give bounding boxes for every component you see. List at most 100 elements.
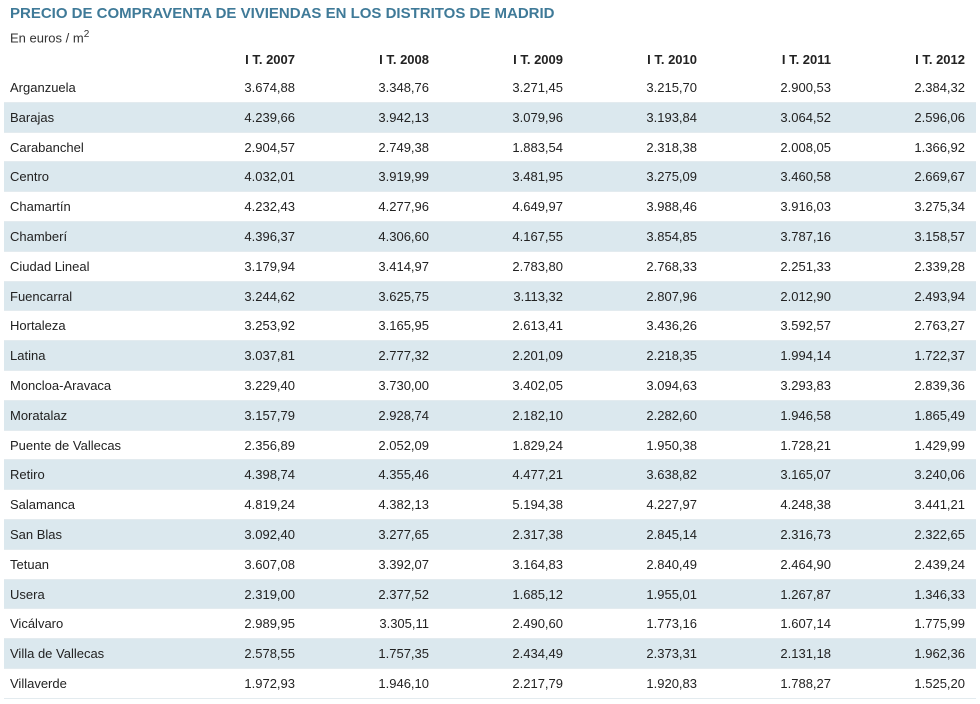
price-cell: 2.840,49 xyxy=(646,556,697,572)
price-cell: 3.481,95 xyxy=(512,169,563,185)
column-header: I T. 2007 xyxy=(245,52,295,67)
table-row xyxy=(4,579,976,610)
price-cell: 1.728,21 xyxy=(780,437,831,453)
price-cell: 4.239,66 xyxy=(244,109,295,125)
price-cell: 1.788,27 xyxy=(780,676,831,691)
price-cell: 2.807,96 xyxy=(646,288,697,304)
price-cell: 2.317,38 xyxy=(512,527,563,542)
price-cell: 3.271,45 xyxy=(512,80,563,95)
price-cell: 3.305,11 xyxy=(379,616,429,632)
price-cell: 1.962,36 xyxy=(914,646,965,662)
price-cell: 4.032,01 xyxy=(244,169,295,185)
price-cell: 2.319,00 xyxy=(244,586,295,602)
price-cell: 2.373,31 xyxy=(646,646,697,662)
district-name: Hortaleza xyxy=(10,318,66,334)
price-cell: 2.008,05 xyxy=(780,139,831,155)
price-cell: 3.277,65 xyxy=(378,527,429,542)
price-cell: 1.775,99 xyxy=(914,616,965,632)
price-cell: 3.392,07 xyxy=(378,556,429,572)
price-cell: 3.460,58 xyxy=(780,169,831,185)
table-row xyxy=(4,609,976,640)
price-cell: 5.194,38 xyxy=(512,497,563,513)
district-name: Vicálvaro xyxy=(10,616,64,632)
table-row xyxy=(4,431,976,461)
district-name: San Blas xyxy=(10,527,63,542)
table-row xyxy=(4,133,976,163)
district-name: Usera xyxy=(10,586,45,602)
price-cell: 1.429,99 xyxy=(914,437,965,453)
price-cell: 3.638,82 xyxy=(646,467,697,483)
price-cell: 4.232,43 xyxy=(244,199,295,215)
district-name: Barajas xyxy=(10,109,55,125)
price-cell: 3.092,40 xyxy=(244,527,295,542)
table-row xyxy=(4,192,976,222)
price-cell: 3.441,21 xyxy=(914,497,965,513)
price-cell: 3.988,46 xyxy=(646,199,697,215)
price-cell: 3.229,40 xyxy=(244,378,295,393)
price-cell: 3.854,85 xyxy=(646,229,697,244)
table-row xyxy=(4,520,976,550)
price-cell: 4.167,55 xyxy=(512,229,563,244)
price-cell: 4.248,38 xyxy=(780,497,831,513)
column-header: I T. 2009 xyxy=(513,52,563,67)
price-cell: 3.165,07 xyxy=(780,467,831,483)
price-cell: 3.094,63 xyxy=(646,378,697,393)
price-cell: 2.900,53 xyxy=(780,80,831,95)
table-row xyxy=(4,222,976,252)
price-cell: 3.942,13 xyxy=(378,109,429,125)
price-cell: 3.607,08 xyxy=(244,556,295,572)
price-cell: 2.377,52 xyxy=(378,586,429,602)
price-cell: 2.928,74 xyxy=(378,407,429,423)
district-name: Ciudad Lineal xyxy=(10,258,90,274)
price-cell: 2.434,49 xyxy=(512,646,563,662)
price-cell: 2.251,33 xyxy=(780,258,831,274)
table-row xyxy=(4,341,976,371)
price-cell: 3.592,57 xyxy=(780,318,831,334)
district-name: Chamberí xyxy=(10,229,68,244)
price-cell: 2.356,89 xyxy=(244,437,295,453)
table-row xyxy=(4,371,976,401)
price-cell: 2.989,95 xyxy=(244,616,295,632)
price-cell: 2.316,73 xyxy=(780,527,831,542)
column-header: I T. 2008 xyxy=(379,52,429,67)
price-cell: 2.578,55 xyxy=(244,646,295,662)
district-name: Puente de Vallecas xyxy=(10,437,122,453)
title: PRECIO DE COMPRAVENTA DE VIVIENDAS EN LO… xyxy=(10,5,555,22)
price-cell: 3.275,34 xyxy=(914,199,965,215)
price-cell: 3.037,81 xyxy=(244,348,295,364)
price-cell: 4.398,74 xyxy=(244,467,295,483)
district-name: Retiro xyxy=(10,467,45,483)
price-cell: 3.179,94 xyxy=(244,258,295,274)
price-cell: 3.253,92 xyxy=(244,318,295,334)
price-cell: 2.439,24 xyxy=(914,556,965,572)
price-cell: 1.994,14 xyxy=(780,348,831,364)
price-cell: 3.064,52 xyxy=(780,109,831,125)
price-cell: 1.920,83 xyxy=(646,676,697,691)
price-cell: 3.244,62 xyxy=(244,288,295,304)
price-cell: 4.477,21 xyxy=(512,467,563,483)
table-row xyxy=(4,400,976,431)
price-cell: 2.131,18 xyxy=(780,646,831,662)
price-cell: 2.777,32 xyxy=(378,348,429,364)
price-cell: 1.946,58 xyxy=(780,407,831,423)
price-cell: 3.414,97 xyxy=(378,258,429,274)
subtitle-text: En euros / m xyxy=(10,30,84,46)
district-name: Chamartín xyxy=(10,199,71,215)
price-cell: 3.674,88 xyxy=(244,80,295,95)
price-cell: 4.819,24 xyxy=(244,497,295,513)
price-cell: 2.839,36 xyxy=(914,378,965,393)
price-cell: 2.052,09 xyxy=(378,437,429,453)
price-cell: 2.339,28 xyxy=(914,258,965,274)
district-name: Salamanca xyxy=(10,497,76,513)
district-name: Moncloa-Aravaca xyxy=(10,378,112,393)
district-name: Centro xyxy=(10,169,50,185)
price-cell: 2.218,35 xyxy=(646,348,697,364)
price-cell: 3.919,99 xyxy=(378,169,429,185)
column-header: I T. 2012 xyxy=(915,52,965,67)
price-cell: 4.277,96 xyxy=(378,199,429,215)
price-cell: 3.240,06 xyxy=(914,467,965,483)
price-cell: 3.730,00 xyxy=(378,378,429,393)
price-cell: 1.366,92 xyxy=(914,139,965,155)
price-cell: 1.525,20 xyxy=(914,676,965,691)
price-cell: 2.322,65 xyxy=(914,527,965,542)
